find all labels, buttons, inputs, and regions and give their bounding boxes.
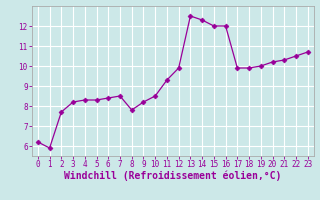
X-axis label: Windchill (Refroidissement éolien,°C): Windchill (Refroidissement éolien,°C)	[64, 171, 282, 181]
